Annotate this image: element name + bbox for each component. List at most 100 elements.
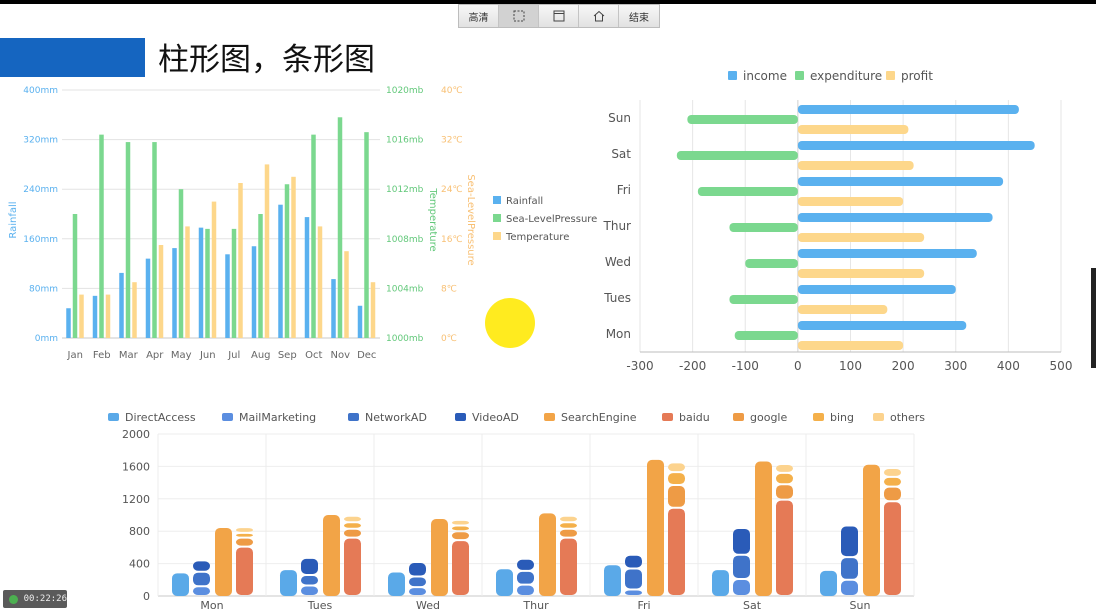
- legend-label: baidu: [679, 411, 710, 424]
- weather-bar-pressure: [125, 142, 131, 338]
- temperature-tick-label: 8℃: [441, 284, 457, 294]
- legend-label: profit: [901, 69, 933, 83]
- legend-swatch: [493, 232, 501, 240]
- x-tick-label: 0: [794, 359, 802, 373]
- home-button[interactable]: [579, 5, 619, 27]
- weather-bar-temperature: [291, 176, 296, 338]
- bar-income: [797, 321, 967, 330]
- bar-DirectAccess: [280, 570, 297, 596]
- legend-label: google: [750, 411, 787, 424]
- month-tick-label: Sep: [278, 350, 297, 361]
- y-tick-label: 1200: [122, 493, 150, 506]
- legend-swatch: [544, 413, 555, 421]
- bar-SearchEngine: [863, 464, 880, 596]
- bar-expenditure: [729, 223, 798, 232]
- bar-VideoAD: [301, 558, 318, 574]
- legend-swatch: [222, 413, 233, 421]
- bar-VideoAD: [193, 561, 210, 571]
- weather-bar-rainfall: [198, 227, 204, 338]
- bar-NetworkAD: [193, 572, 210, 586]
- bar-DirectAccess: [496, 569, 513, 596]
- rainfall-tick-label: 240mm: [23, 185, 58, 195]
- bar-expenditure: [734, 331, 798, 340]
- bar-income: [797, 213, 993, 222]
- bar-MailMarketing: [841, 580, 858, 595]
- bar-expenditure: [729, 295, 798, 304]
- bar-SearchEngine: [539, 513, 556, 596]
- bar-MailMarketing: [193, 587, 210, 595]
- legend-swatch: [733, 413, 744, 421]
- weather-bar-temperature: [79, 294, 84, 338]
- y-tick-label: 400: [129, 558, 150, 571]
- bar-MailMarketing: [625, 590, 642, 595]
- bar-expenditure: [745, 259, 798, 268]
- month-tick-label: Mar: [119, 350, 139, 361]
- hd-button[interactable]: 高清: [459, 5, 499, 27]
- pressure-tick-label: 1008mb: [386, 235, 424, 245]
- end-button[interactable]: 结束: [619, 5, 659, 27]
- day-tick-label: Wed: [605, 255, 631, 269]
- bar-SearchEngine: [215, 527, 232, 596]
- bar-income: [797, 177, 1004, 186]
- legend-swatch: [348, 413, 359, 421]
- pressure-tick-label: 1012mb: [386, 185, 424, 195]
- legend-swatch: [493, 214, 501, 222]
- bar-NetworkAD: [517, 571, 534, 584]
- bar-income: [797, 141, 1035, 150]
- legend-label: Sea-LevelPressure: [506, 214, 597, 225]
- top-edge-line: [0, 0, 1096, 4]
- weather-bar-rainfall: [278, 204, 283, 338]
- weather-bar-pressure: [99, 134, 104, 338]
- bar-others: [884, 469, 901, 476]
- weather-bar-chart: 0mm 80mm 160mm 240mm 320mm 400mm 1000mb 1004mb 1…: [8, 86, 597, 361]
- day-tick-label: Sat: [743, 599, 762, 612]
- day-tick-label: Thur: [603, 219, 632, 233]
- x-tick-label: 100: [839, 359, 862, 373]
- weather-bar-temperature: [344, 251, 349, 338]
- bar-DirectAccess: [820, 570, 837, 596]
- bar-income: [797, 105, 1019, 114]
- bar-google: [776, 485, 793, 499]
- weather-bar-rainfall: [251, 246, 257, 338]
- weather-bar-rainfall: [92, 295, 98, 338]
- bar-DirectAccess: [712, 570, 729, 596]
- day-tick-label: Thur: [522, 599, 549, 612]
- cursor-highlight: [485, 298, 535, 348]
- x-tick-label: 400: [997, 359, 1020, 373]
- bar-NetworkAD: [733, 555, 750, 578]
- legend-label: expenditure: [810, 69, 882, 83]
- bar-bing: [884, 477, 901, 486]
- y-tick-label: 2000: [122, 428, 150, 441]
- recording-badge: 00:22:26: [3, 590, 67, 608]
- bar-SearchEngine: [323, 515, 340, 596]
- bar-DirectAccess: [388, 572, 405, 596]
- bar-baidu: [668, 508, 685, 595]
- day-tick-label: Wed: [416, 599, 440, 612]
- weather-bar-pressure: [178, 189, 184, 338]
- bar-expenditure: [687, 115, 798, 124]
- bar-bing: [560, 523, 577, 528]
- weather-bar-temperature: [158, 245, 164, 338]
- bar-google: [668, 486, 685, 507]
- legend-swatch: [493, 196, 501, 204]
- bar-income: [797, 249, 977, 258]
- presentation-toolbar: 高清 结束: [458, 4, 660, 28]
- bar-google: [560, 529, 577, 537]
- bar-others: [452, 520, 469, 525]
- temperature-tick-label: 32℃: [441, 136, 463, 146]
- temperature-tick-label: 24℃: [441, 185, 463, 195]
- bar-baidu: [560, 538, 577, 595]
- bar-profit: [797, 197, 904, 206]
- weather-bar-pressure: [231, 228, 237, 338]
- x-tick-label: 500: [1050, 359, 1073, 373]
- window-button[interactable]: [539, 5, 579, 27]
- day-tick-label: Sun: [608, 111, 631, 125]
- legend-swatch: [813, 413, 824, 421]
- recording-time: 00:22:26: [23, 594, 67, 604]
- select-region-button[interactable]: [499, 5, 539, 27]
- temperature-axis-label: Sea-LevelPressure: [465, 174, 476, 265]
- bar-others: [776, 464, 793, 472]
- bar-profit: [797, 233, 925, 242]
- month-tick-label: Dec: [357, 350, 376, 361]
- month-tick-label: Apr: [146, 350, 164, 361]
